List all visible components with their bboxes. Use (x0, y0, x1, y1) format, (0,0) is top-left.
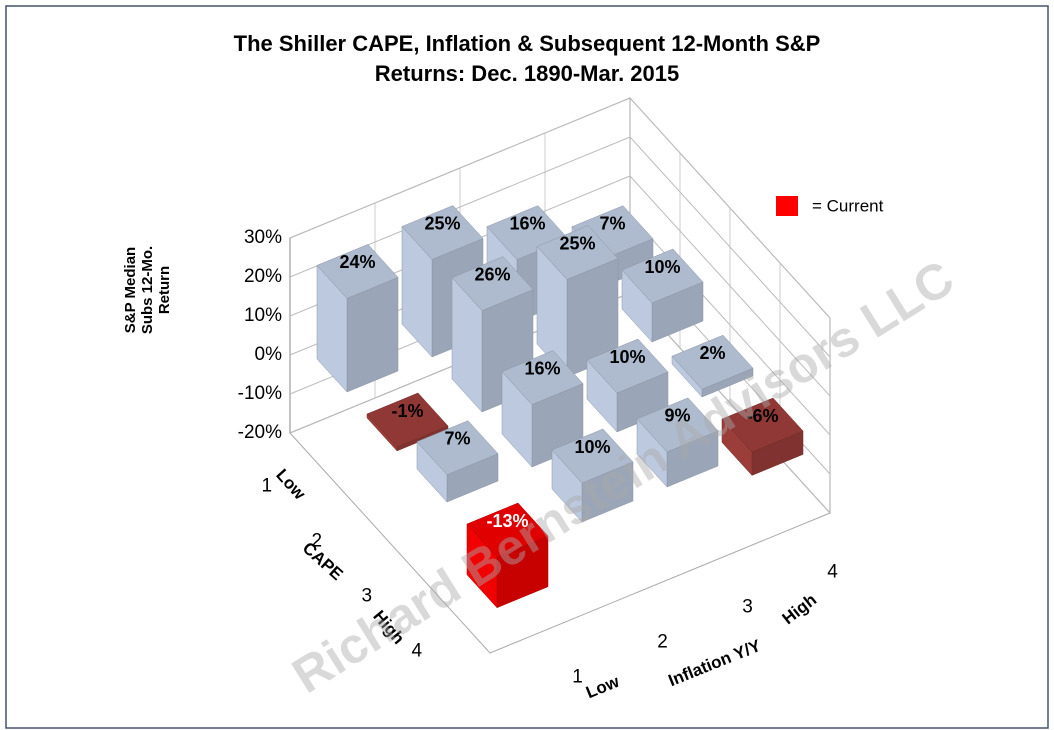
bar-face-top (721, 397, 804, 453)
bar-face-top (466, 502, 549, 558)
bar: 10% (621, 248, 704, 343)
bar: 10% (551, 428, 634, 523)
legend-label: = Current (812, 196, 884, 215)
bar-face-top (671, 334, 754, 390)
bar: -1% (366, 392, 449, 452)
y-tick-label: 20% (244, 266, 282, 287)
value-label: 25% (424, 213, 460, 233)
cape-tick-label: 1 (261, 475, 272, 496)
bar-face-top (401, 205, 484, 260)
grid-line (289, 97, 831, 319)
legend-swatch (776, 196, 798, 216)
value-label: 7% (444, 428, 470, 448)
value-label: 2% (699, 343, 725, 363)
cape-tick-label: 4 (411, 640, 422, 661)
bars: 7% 16% 10% 25% 25% 24% 2% 26% 10% -1% -6% 16% 9% 7% 10… (316, 205, 804, 609)
cape-tick-label: 3 (361, 585, 372, 606)
bar: -6% (721, 397, 804, 477)
value-label: 10% (574, 437, 610, 457)
inflation-tick-label: 1 (572, 667, 583, 688)
value-label: 25% (559, 233, 595, 253)
bar: 10% (586, 338, 669, 433)
bar-face-top (451, 256, 534, 311)
value-label: 26% (474, 264, 510, 284)
y-tick-label: -20% (238, 422, 282, 443)
bar-face-top (366, 392, 449, 448)
value-label: 24% (339, 252, 375, 272)
bar-face-top (621, 248, 704, 304)
bar-face-top (586, 338, 669, 394)
chart-title: Returns: Dec. 1890-Mar. 2015 (375, 61, 680, 86)
y-tick-label: 30% (244, 227, 282, 248)
value-label: -6% (746, 406, 778, 426)
bar: 7% (416, 420, 499, 503)
inflation-tick-label: 2 (657, 632, 668, 653)
chart-title: The Shiller CAPE, Inflation & Subsequent… (234, 31, 821, 56)
value-label: -1% (391, 401, 423, 421)
y-tick-label: 0% (255, 344, 283, 365)
bar: 9% (636, 397, 719, 488)
inflation-tick-label: 4 (827, 562, 838, 583)
bar-face-top (536, 225, 619, 280)
value-label: 7% (599, 213, 625, 233)
bar-face-top (416, 420, 499, 475)
inflation-tick-label: 3 (742, 597, 753, 618)
bar: 24% (316, 244, 399, 393)
y-axis-label-line: S&P Median (122, 247, 139, 333)
bar-face-top (636, 397, 719, 453)
bar-face-top (551, 428, 634, 484)
bar: 2% (671, 334, 754, 398)
value-label: 10% (644, 257, 680, 277)
value-label: 16% (509, 213, 545, 233)
y-axis-label-line: Subs 12-Mo. (139, 246, 156, 334)
value-label: 10% (609, 347, 645, 367)
y-axis-label-line: Return (156, 266, 173, 314)
value-label: -13% (486, 511, 528, 531)
y-tick-label: 10% (244, 305, 282, 326)
bar-face-top (316, 244, 399, 299)
y-tick-label: -10% (238, 383, 282, 404)
bar-face-top (501, 350, 584, 405)
y-axis-label: S&P Median Subs 12-Mo. Return (122, 246, 173, 334)
value-label: 9% (664, 406, 690, 426)
value-label: 16% (524, 358, 560, 378)
bar: -13% (466, 502, 549, 609)
cape-tick-label: 2 (311, 530, 322, 551)
